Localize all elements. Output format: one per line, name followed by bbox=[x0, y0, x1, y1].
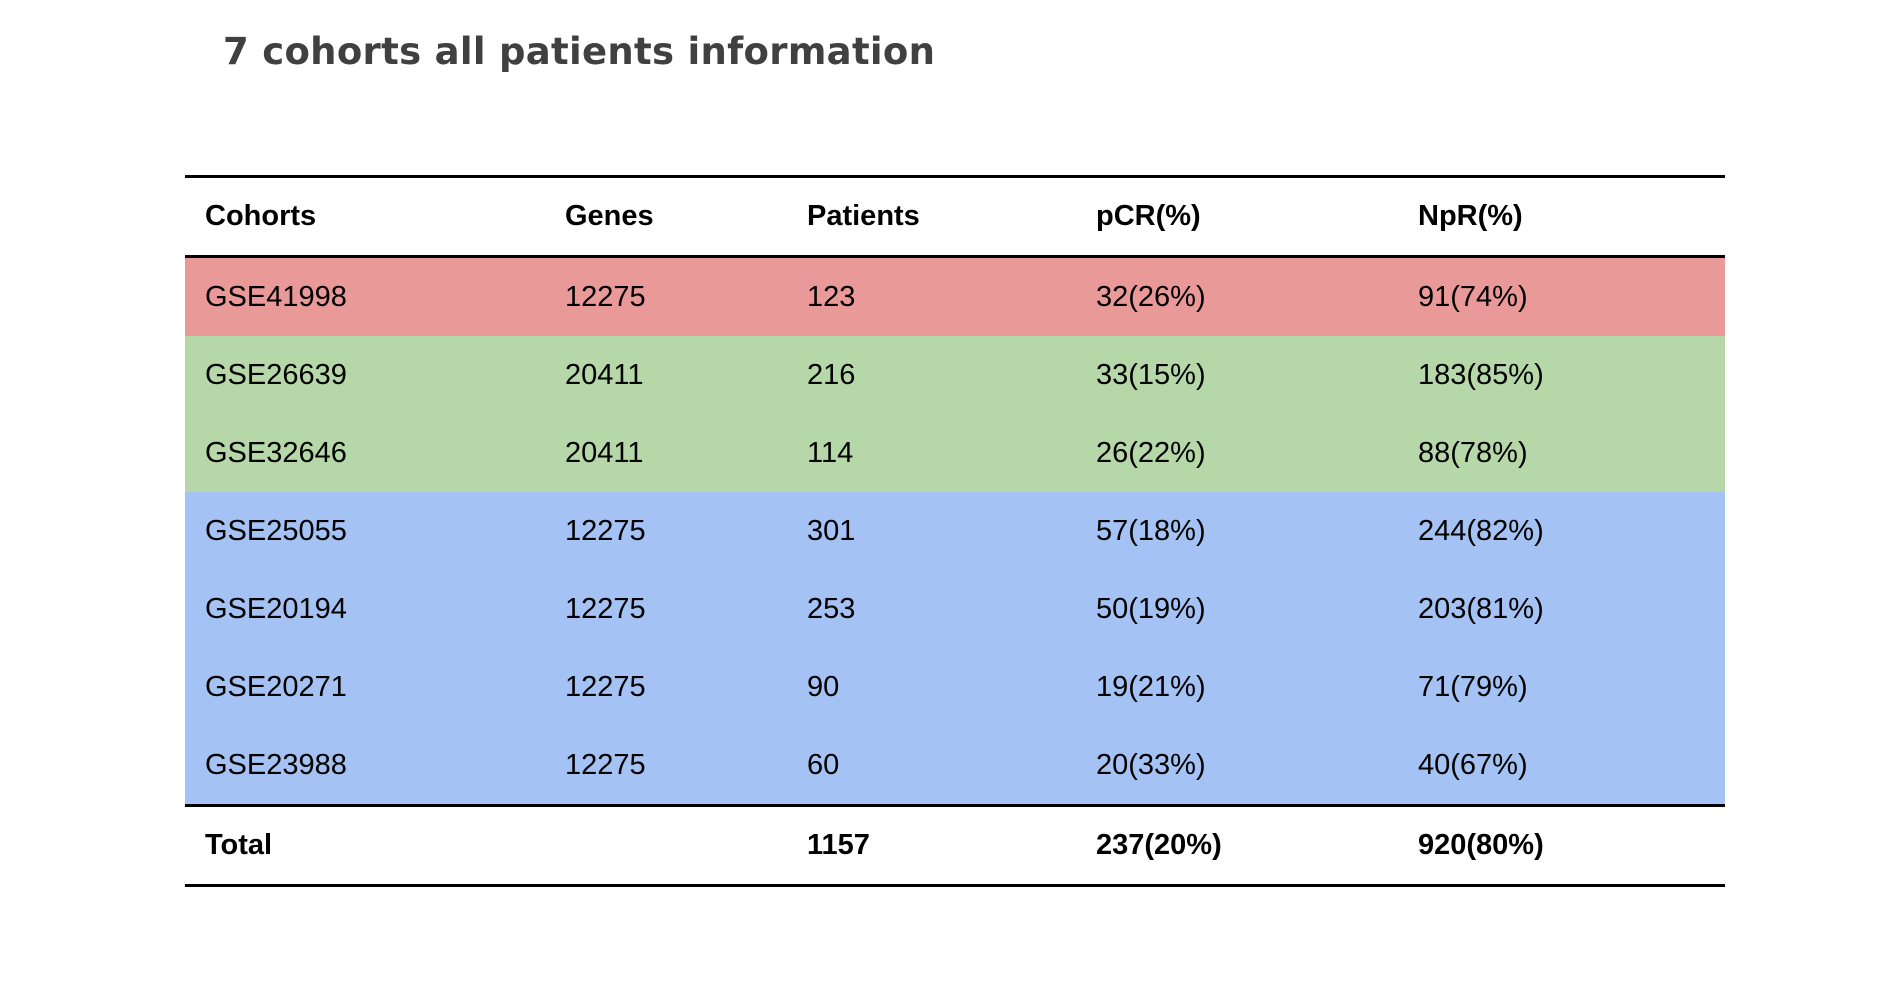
cell-pcr: 20(33%) bbox=[1096, 748, 1206, 781]
table-row: GSE20194 12275 253 50(19%) 203(81%) bbox=[185, 570, 1725, 648]
cell-patients: 123 bbox=[807, 280, 856, 313]
cell-genes: 12275 bbox=[565, 514, 646, 547]
cell-pcr: 57(18%) bbox=[1096, 514, 1206, 547]
cell-pcr: 32(26%) bbox=[1096, 280, 1206, 313]
cell-npr: 40(67%) bbox=[1418, 748, 1528, 781]
cell-genes: 20411 bbox=[565, 436, 644, 469]
table-total-row: Total 1157 237(20%) 920(80%) bbox=[185, 805, 1725, 886]
header-genes: Genes bbox=[565, 200, 654, 232]
total-pcr: 237(20%) bbox=[1096, 829, 1222, 861]
cell-npr: 244(82%) bbox=[1418, 514, 1544, 547]
total-label: Total bbox=[205, 829, 273, 861]
cell-patients: 216 bbox=[807, 358, 856, 391]
cell-npr: 88(78%) bbox=[1418, 436, 1528, 469]
cell-pcr: 26(22%) bbox=[1096, 436, 1206, 469]
cell-genes: 12275 bbox=[565, 592, 646, 625]
table-row: GSE32646 20411 114 26(22%) 88(78%) bbox=[185, 414, 1725, 492]
header-pcr: pCR(%) bbox=[1096, 200, 1201, 232]
cell-npr: 71(79%) bbox=[1418, 670, 1528, 703]
total-genes bbox=[545, 806, 787, 886]
table-row: GSE41998 12275 123 32(26%) 91(74%) bbox=[185, 256, 1725, 336]
cell-cohort: GSE23988 bbox=[205, 748, 347, 781]
cell-patients: 90 bbox=[807, 670, 840, 703]
total-npr: 920(80%) bbox=[1418, 829, 1544, 861]
cell-genes: 12275 bbox=[565, 670, 646, 703]
cohorts-table-container: Cohorts Genes Patients pCR(%) NpR(%) GSE… bbox=[185, 175, 1725, 887]
table-row: GSE26639 20411 216 33(15%) 183(85%) bbox=[185, 336, 1725, 414]
cell-genes: 12275 bbox=[565, 748, 646, 781]
cell-genes: 12275 bbox=[565, 280, 646, 313]
cell-patients: 114 bbox=[807, 436, 854, 469]
table-row: GSE20271 12275 90 19(21%) 71(79%) bbox=[185, 648, 1725, 726]
cell-cohort: GSE26639 bbox=[205, 358, 347, 391]
table-header-row: Cohorts Genes Patients pCR(%) NpR(%) bbox=[185, 176, 1725, 257]
table-row: GSE23988 12275 60 20(33%) 40(67%) bbox=[185, 726, 1725, 806]
cell-cohort: GSE32646 bbox=[205, 436, 347, 469]
cell-cohort: GSE20271 bbox=[205, 670, 347, 703]
header-patients: Patients bbox=[807, 200, 920, 232]
cell-patients: 253 bbox=[807, 592, 856, 625]
cell-pcr: 50(19%) bbox=[1096, 592, 1206, 625]
header-npr: NpR(%) bbox=[1418, 200, 1523, 232]
cohorts-table: Cohorts Genes Patients pCR(%) NpR(%) GSE… bbox=[185, 175, 1725, 887]
table-row: GSE25055 12275 301 57(18%) 244(82%) bbox=[185, 492, 1725, 570]
cell-pcr: 33(15%) bbox=[1096, 358, 1206, 391]
total-patients: 1157 bbox=[807, 829, 870, 861]
cell-cohort: GSE25055 bbox=[205, 514, 347, 547]
cell-pcr: 19(21%) bbox=[1096, 670, 1206, 703]
cell-npr: 183(85%) bbox=[1418, 358, 1544, 391]
page-title: 7 cohorts all patients information bbox=[223, 30, 936, 73]
header-cohorts: Cohorts bbox=[205, 200, 317, 232]
cell-patients: 60 bbox=[807, 748, 840, 781]
cell-cohort: GSE41998 bbox=[205, 280, 347, 313]
cell-npr: 91(74%) bbox=[1418, 280, 1528, 313]
cell-cohort: GSE20194 bbox=[205, 592, 347, 625]
cell-patients: 301 bbox=[807, 514, 856, 547]
cell-npr: 203(81%) bbox=[1418, 592, 1544, 625]
cell-genes: 20411 bbox=[565, 358, 644, 391]
